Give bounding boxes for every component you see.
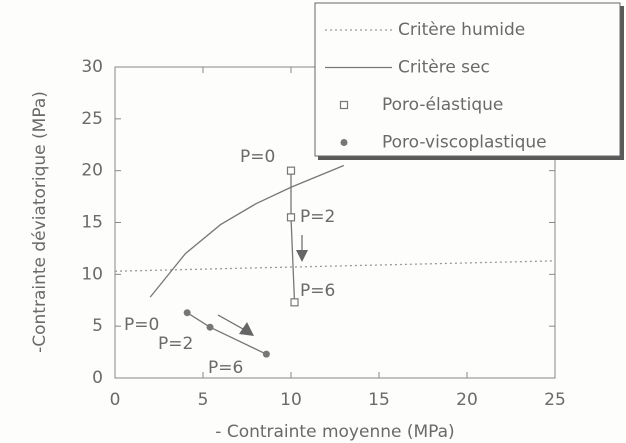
legend-label: Critère humide	[398, 20, 525, 40]
legend: Critère humide Critère sec Poro-élastique P…	[314, 2, 624, 160]
annotation: P=0	[124, 315, 159, 335]
legend-label: Critère sec	[398, 58, 490, 78]
y-tick-label: 0	[92, 368, 103, 388]
x-tick-label: 20	[456, 390, 478, 410]
marker	[286, 166, 296, 175]
arrow-shaft	[217, 314, 244, 330]
series-line	[186, 312, 267, 355]
marker	[340, 139, 348, 146]
arrows	[217, 235, 308, 336]
x-tick-label: 10	[280, 390, 302, 410]
legend-box	[314, 2, 621, 157]
x-tick-label: 25	[544, 390, 566, 410]
y-tick-label: 20	[81, 161, 103, 181]
annotation: P=6	[208, 358, 243, 378]
marker	[262, 350, 270, 358]
x-tick-label: 15	[368, 390, 390, 410]
marker	[286, 213, 296, 222]
annotation: P=2	[158, 334, 193, 354]
x-tick-label: 5	[198, 390, 209, 410]
annotation: P=2	[300, 207, 335, 227]
series-line	[149, 164, 345, 298]
y-tick-label: 30	[81, 57, 103, 77]
marker	[206, 323, 214, 331]
marker	[290, 298, 299, 307]
y-tick-label: 10	[81, 264, 103, 284]
arrow-head	[239, 322, 254, 336]
y-axis-label: -Contrainte déviatorique (MPa)	[30, 91, 50, 353]
legend-label: Poro-élastique	[382, 95, 503, 115]
annotation: P=0	[240, 147, 275, 167]
arrow-head	[296, 250, 308, 262]
x-tick-label: 0	[110, 390, 121, 410]
y-tick-label: 25	[81, 109, 103, 129]
marker	[339, 100, 349, 110]
series-line	[290, 170, 296, 303]
y-tick-label: 5	[92, 316, 103, 336]
annotation: P=6	[300, 281, 335, 301]
marker	[183, 309, 191, 317]
x-axis-label: - Contrainte moyenne (MPa)	[215, 422, 454, 442]
legend-label: Poro-viscoplastique	[382, 133, 547, 153]
series-line	[114, 260, 556, 272]
y-tick-label: 15	[81, 213, 103, 233]
